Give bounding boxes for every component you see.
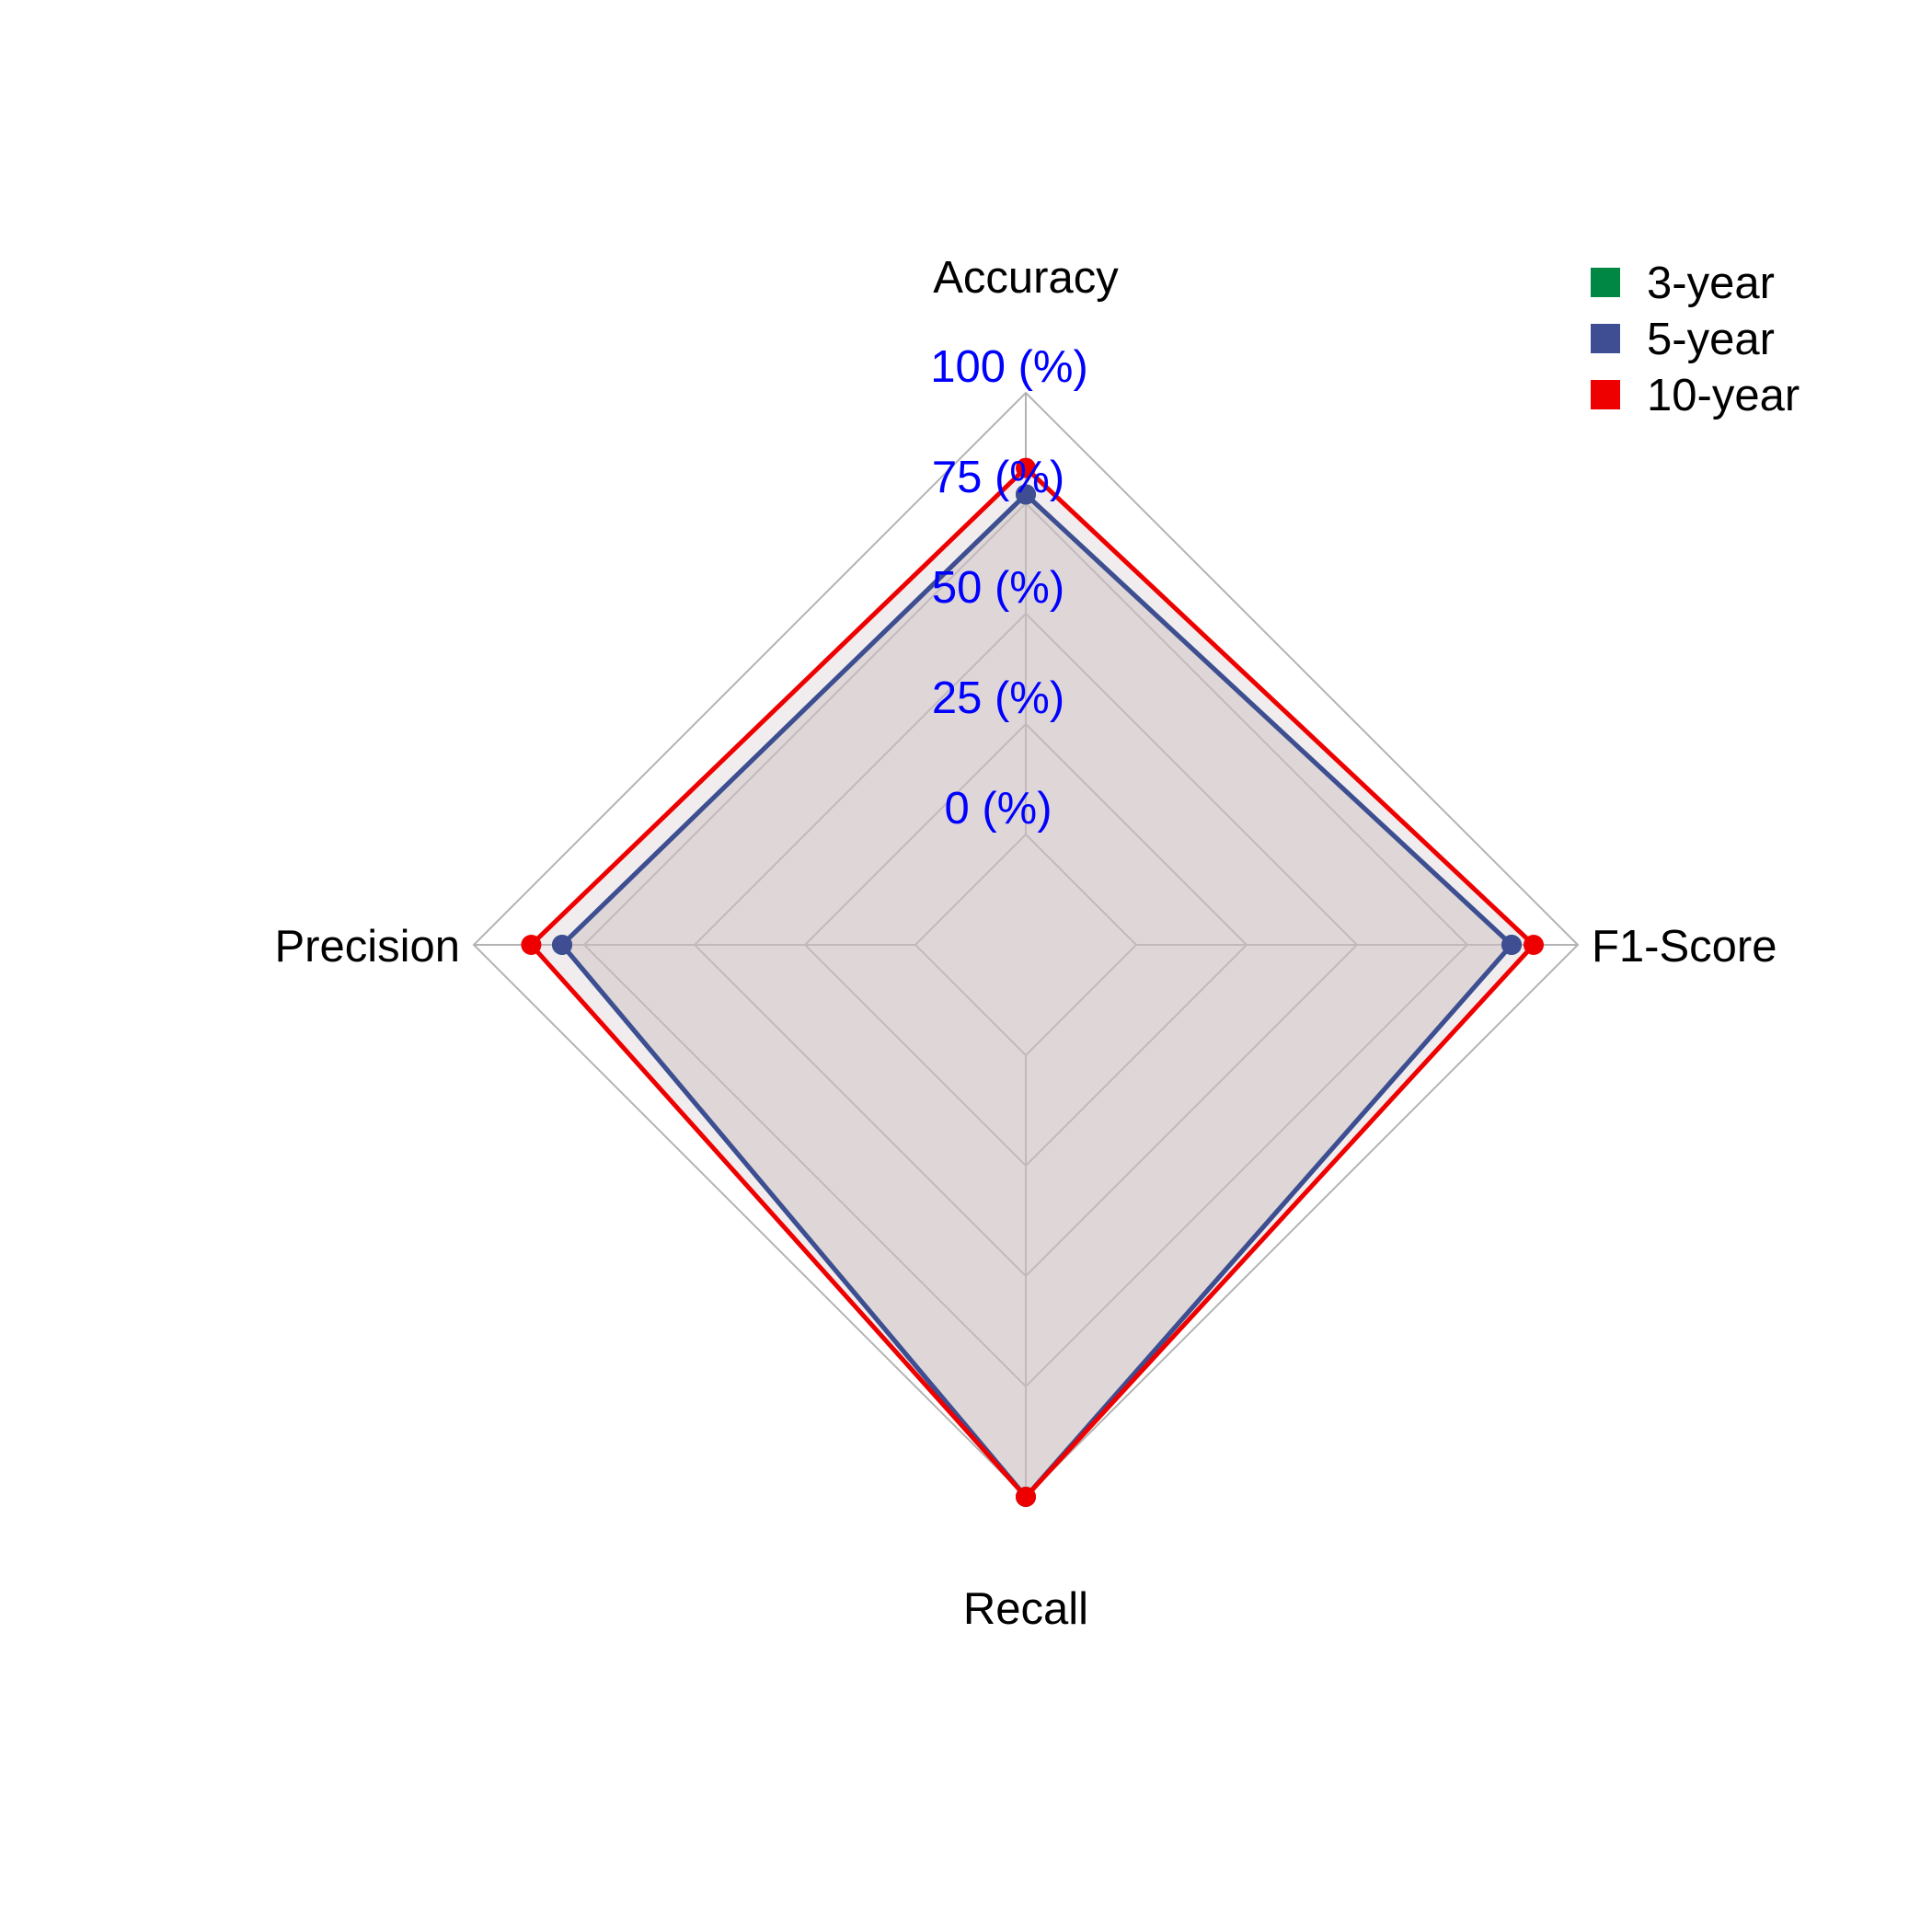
legend: 3-year 5-year 10-year [1591, 259, 1800, 420]
data-point-10-year-Accuracy [1016, 457, 1036, 478]
tick-label-0: 0 (%) [944, 784, 1052, 834]
series-point-layer [521, 457, 1544, 1507]
data-point-10-year-Precision [521, 935, 542, 955]
axis-label-f1-score: F1-Score [1592, 922, 1777, 972]
series-fill-layer [531, 467, 1534, 1498]
legend-swatch-10-year [1591, 380, 1620, 409]
data-point-5-year-F1-Score [1501, 935, 1522, 955]
tick-label-3: 75 (%) [932, 453, 1064, 502]
series-fill-3-year [562, 494, 1512, 1497]
series-fill-5-year [562, 494, 1512, 1497]
axis-label-recall: Recall [963, 1584, 1088, 1634]
data-point-5-year-Accuracy [1016, 484, 1036, 505]
legend-label-10-year: 10-year [1647, 371, 1800, 420]
series-fill-10-year [531, 467, 1534, 1498]
tick-label-1: 25 (%) [932, 673, 1064, 723]
data-point-5-year-Precision [552, 935, 572, 955]
legend-swatch-5-year [1591, 324, 1620, 353]
axis-label-precision: Precision [274, 922, 460, 972]
legend-label-3-year: 3-year [1647, 259, 1775, 308]
legend-label-5-year: 5-year [1647, 315, 1775, 364]
data-point-10-year-Recall [1016, 1487, 1036, 1507]
data-point-10-year-F1-Score [1524, 935, 1544, 955]
legend-swatch-3-year [1591, 268, 1620, 297]
tick-label-2: 50 (%) [932, 563, 1064, 613]
axis-label-accuracy: Accuracy [933, 253, 1119, 303]
radial-tick-labels: 0 (%) 25 (%) 50 (%) 75 (%) 100 (%) [930, 342, 1088, 834]
tick-label-4: 100 (%) [930, 342, 1088, 392]
